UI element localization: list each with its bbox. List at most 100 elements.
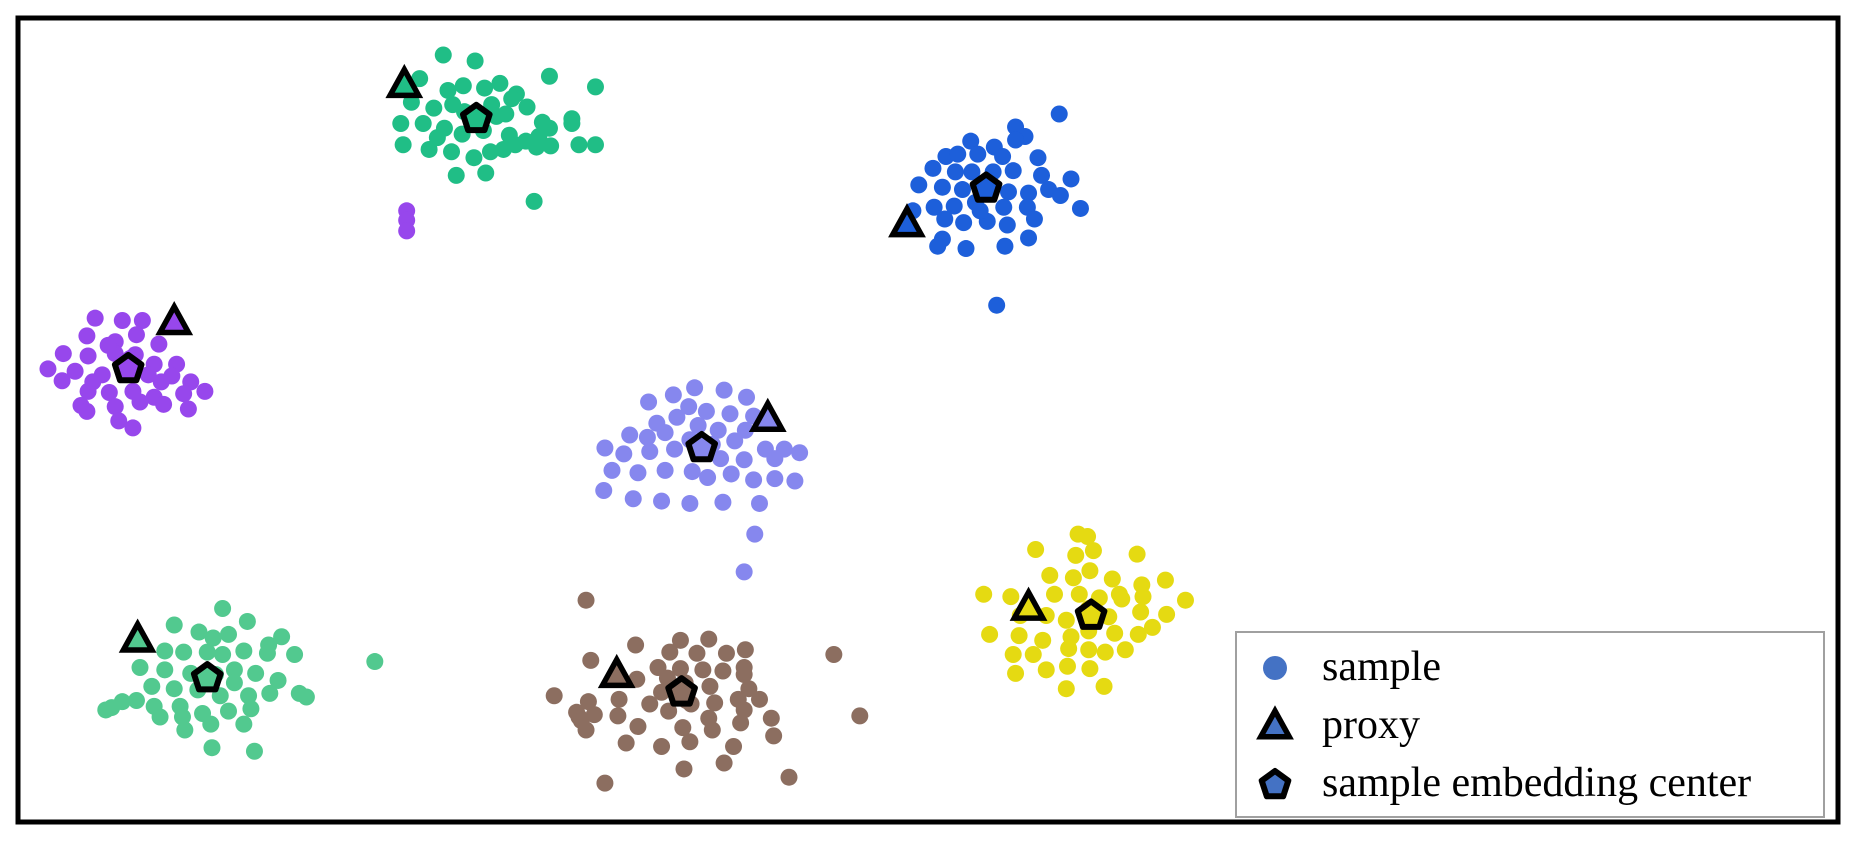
sample-point-c1-32 xyxy=(78,402,96,420)
legend-label-proxy: proxy xyxy=(1322,702,1420,748)
sample-point-c6-52 xyxy=(735,666,753,684)
sample-point-c5-38 xyxy=(151,708,169,726)
sample-point-c4-28 xyxy=(1010,627,1028,645)
sample-point-c3-38 xyxy=(766,470,784,488)
sample-point-c2-24 xyxy=(925,198,943,216)
sample-point-c0-11 xyxy=(425,99,443,117)
sample-point-c5-30 xyxy=(127,692,145,709)
sample-point-c1-31 xyxy=(179,400,197,418)
proxy-marker-c5 xyxy=(118,618,157,653)
sample-point-c3-1 xyxy=(664,386,682,404)
sample-point-c5-5 xyxy=(220,625,237,643)
sample-point-c0-4 xyxy=(454,77,472,95)
sample-point-c3-27 xyxy=(712,450,730,468)
sample-point-c6-5 xyxy=(717,644,735,662)
sample-point-c0-3 xyxy=(439,81,457,99)
sample-point-c3-16 xyxy=(656,424,674,442)
sample-point-c2-3 xyxy=(962,132,980,150)
sample-point-c4-37 xyxy=(1060,640,1078,658)
sample-point-c6-2 xyxy=(700,630,718,648)
sample-point-c5-0 xyxy=(214,599,232,617)
sample-point-c5-34 xyxy=(220,702,237,720)
proxy-marker-c1 xyxy=(155,301,194,336)
center-marker-c2 xyxy=(969,171,1003,203)
sample-point-c1-6 xyxy=(150,335,168,353)
sample-point-c2-40 xyxy=(1020,229,1038,247)
sample-point-c5-20 xyxy=(225,661,243,679)
sample-point-c4-4 xyxy=(1084,542,1102,560)
sample-point-c6-49 xyxy=(585,706,603,724)
sample-point-c6-3 xyxy=(661,643,679,661)
sample-point-c5-41 xyxy=(235,715,253,733)
sample-point-c3-12 xyxy=(709,421,727,439)
sample-point-c3-40 xyxy=(595,481,613,499)
sample-point-c2-14 xyxy=(1004,162,1022,180)
sample-point-c0-9 xyxy=(586,78,604,96)
sample-point-c2-29 xyxy=(1051,186,1069,204)
sample-point-c5-11 xyxy=(214,645,232,663)
sample-point-c0-40 xyxy=(447,166,465,184)
center-marker-c5 xyxy=(190,661,224,693)
sample-point-c5-44 xyxy=(203,739,221,757)
sample-point-c5-8 xyxy=(156,642,174,660)
sample-point-c3-11 xyxy=(689,417,707,435)
sample-point-c0-29 xyxy=(586,136,604,154)
sample-point-c3-35 xyxy=(699,468,717,486)
sample-point-c5-43 xyxy=(176,721,194,739)
sample-point-c4-2 xyxy=(1027,540,1045,558)
sample-point-c4-22 xyxy=(1057,611,1075,629)
sample-point-c2-11 xyxy=(946,163,964,181)
sample-point-c6-34 xyxy=(762,709,780,727)
sample-point-c6-40 xyxy=(617,734,635,752)
sample-point-c5-10 xyxy=(198,643,216,661)
sample-point-c3-33 xyxy=(656,461,674,479)
legend: sample proxy sample embedding center xyxy=(1235,631,1825,818)
sample-point-c3-44 xyxy=(714,493,732,511)
sample-point-c5-4 xyxy=(204,629,222,647)
legend-box xyxy=(1235,631,1825,818)
sample-point-c1-13 xyxy=(39,360,57,378)
sample-point-c0-6 xyxy=(491,74,509,92)
sample-point-c6-37 xyxy=(674,719,692,737)
sample-point-c2-20 xyxy=(999,183,1017,201)
sample-point-c1-36 xyxy=(152,373,170,391)
center-marker-c1 xyxy=(111,351,145,384)
sample-point-c2-7 xyxy=(969,145,987,163)
sample-point-c4-33 xyxy=(1129,625,1147,643)
sample-point-c0-30 xyxy=(394,136,412,154)
sample-point-c6-0 xyxy=(627,636,645,654)
sample-point-c0-5 xyxy=(476,79,494,97)
sample-point-c4-44 xyxy=(1007,664,1025,682)
legend-center-pentagon xyxy=(1258,768,1292,800)
sample-point-c3-23 xyxy=(615,445,633,463)
sample-point-c2-30 xyxy=(1071,199,1089,217)
sample-point-c1-40 xyxy=(398,222,416,240)
sample-point-c3-4 xyxy=(640,393,658,411)
sample-point-c0-37 xyxy=(542,137,560,155)
sample-point-c1-8 xyxy=(79,347,97,365)
sample-point-c6-25 xyxy=(641,695,659,713)
center-marker-c3 xyxy=(685,431,718,463)
sample-point-c2-23 xyxy=(1062,170,1080,188)
sample-point-c5-40 xyxy=(202,715,220,733)
sample-point-c3-2 xyxy=(715,381,733,399)
sample-point-c6-38 xyxy=(703,721,721,739)
sample-point-c6-54 xyxy=(577,591,595,609)
sample-point-c6-10 xyxy=(714,662,732,680)
sample-point-c1-29 xyxy=(131,393,149,411)
sample-point-c0-8 xyxy=(540,67,558,85)
sample-point-c4-1 xyxy=(1079,527,1097,545)
sample-point-c5-13 xyxy=(258,644,276,662)
sample-point-c4-46 xyxy=(1095,677,1113,695)
sample-point-c1-5 xyxy=(127,326,145,344)
sample-point-c2-12 xyxy=(963,163,981,181)
legend-center-marker xyxy=(1258,768,1292,800)
sample-point-c0-20 xyxy=(392,114,410,132)
sample-point-c4-8 xyxy=(1081,562,1099,580)
sample-point-c5-15 xyxy=(366,653,384,671)
sample-point-c6-28 xyxy=(851,707,869,725)
sample-point-c6-41 xyxy=(653,738,671,756)
sample-point-c2-18 xyxy=(953,181,971,199)
sample-point-c5-14 xyxy=(286,645,304,663)
